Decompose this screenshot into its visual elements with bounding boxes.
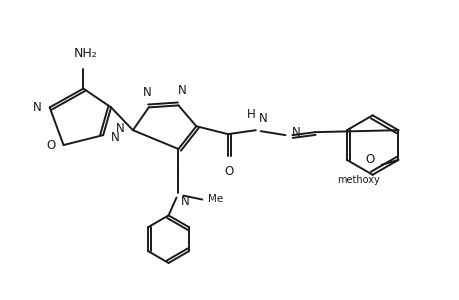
- Text: N: N: [258, 112, 267, 125]
- Text: N: N: [111, 130, 120, 144]
- Text: O: O: [46, 139, 56, 152]
- Text: Me: Me: [208, 194, 223, 203]
- Text: H: H: [246, 108, 255, 121]
- Text: NH₂: NH₂: [73, 47, 97, 60]
- Text: N: N: [178, 85, 186, 98]
- Text: N: N: [180, 195, 189, 208]
- Text: methoxy: methoxy: [336, 175, 379, 185]
- Text: N: N: [116, 122, 125, 135]
- Text: N: N: [291, 126, 300, 139]
- Text: N: N: [33, 101, 42, 114]
- Text: N: N: [142, 86, 151, 100]
- Text: O: O: [224, 165, 233, 178]
- Text: O: O: [364, 153, 374, 167]
